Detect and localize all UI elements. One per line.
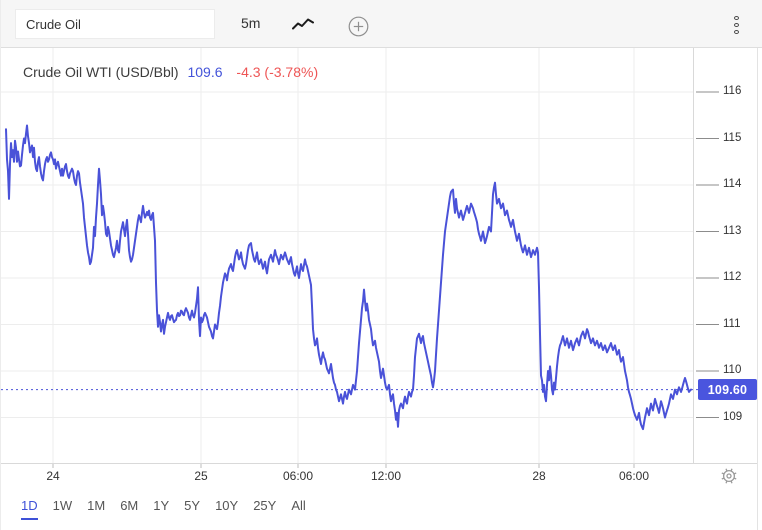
range-tabs: 1D 1W 1M 6M 1Y 5Y 10Y 25Y All [21, 498, 306, 520]
instrument-title: Crude Oil WTI (USD/Bbl) [23, 64, 179, 80]
y-axis-label: 113 [723, 224, 742, 237]
interval-select[interactable]: 5m [241, 15, 261, 31]
search-input[interactable] [15, 9, 215, 39]
x-axis-label: 28 [532, 469, 546, 483]
y-axis-label: 116 [723, 85, 742, 97]
range-tab-All[interactable]: All [291, 498, 306, 513]
x-axis-label: 06:00 [618, 469, 650, 483]
range-tab-1W[interactable]: 1W [52, 498, 73, 513]
range-tab-10Y[interactable]: 10Y [215, 498, 239, 513]
x-axis-label: 06:00 [282, 469, 314, 483]
range-tab-1Y[interactable]: 1Y [153, 498, 170, 513]
y-axis-label: 114 [723, 178, 742, 190]
toolbar: 5m [1, 0, 762, 48]
last-price: 109.6 [187, 64, 223, 80]
price-change: -4.3 (-3.78%) [236, 64, 319, 80]
chart-header: Crude Oil WTI (USD/Bbl) 109.6 -4.3 (-3.7… [23, 64, 318, 80]
y-axis-label: 112 [723, 271, 742, 283]
range-tab-6M[interactable]: 6M [120, 498, 139, 513]
y-axis-label: 109 [723, 410, 743, 423]
y-axis-label: 115 [723, 131, 742, 144]
range-tab-25Y[interactable]: 25Y [253, 498, 277, 513]
y-axis-label: 110 [723, 364, 742, 376]
add-compare-icon[interactable] [348, 16, 369, 42]
settings-gear-icon[interactable] [720, 467, 738, 490]
x-axis-label: 24 [46, 469, 60, 483]
price-series-line [5, 124, 692, 431]
current-price-label: 109.60 [698, 379, 757, 401]
chart-type-icon[interactable] [292, 17, 314, 36]
y-axis-label: 111 [723, 317, 741, 330]
x-axis-label: 12:00 [370, 469, 402, 483]
range-tab-1D[interactable]: 1D [21, 498, 38, 520]
x-axis-label: 25 [194, 469, 208, 483]
more-menu-icon[interactable] [729, 16, 743, 34]
y-axis: 109 110 111 112 113 114 115 116 [723, 0, 757, 463]
range-tab-1M[interactable]: 1M [87, 498, 106, 513]
range-tab-5Y[interactable]: 5Y [184, 498, 201, 513]
panel-right-border [757, 47, 758, 530]
